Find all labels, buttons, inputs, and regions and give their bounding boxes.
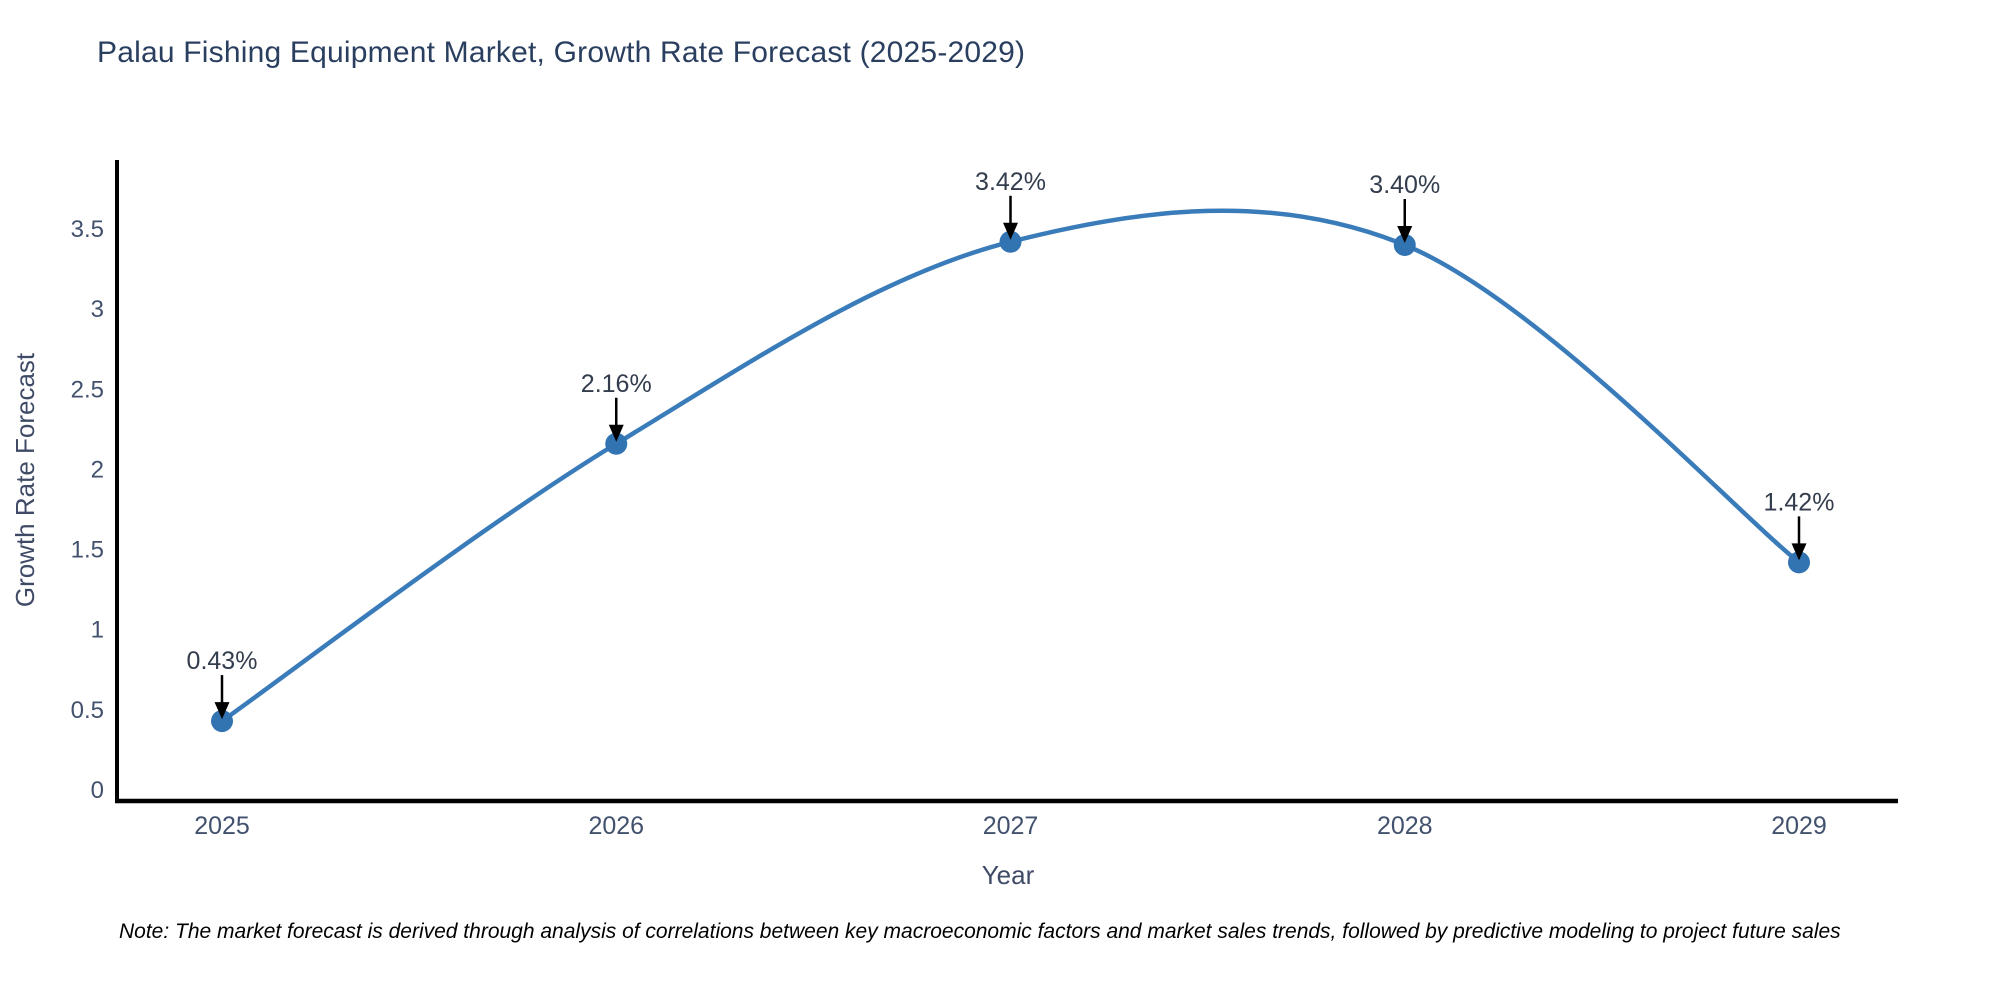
data-point-2026[interactable] [605, 432, 628, 455]
y-tick-label: 2.5 [71, 376, 104, 403]
chart-footnote: Note: The market forecast is derived thr… [119, 920, 1841, 943]
tick-labels: 0 0.5 1 1.5 2 2.5 3 3.5 2025 2026 2027 2028 2029 [71, 216, 1827, 840]
y-tick-label: 2 [91, 456, 104, 483]
point-value-label: 2.16% [581, 370, 652, 398]
axes [115, 160, 1898, 804]
y-tick-label: 0 [91, 777, 104, 804]
y-tick-label: 3 [91, 296, 104, 323]
x-tick-label: 2026 [588, 812, 644, 840]
point-value-label: 3.42% [975, 168, 1046, 196]
x-tick-label: 2025 [194, 812, 250, 840]
annotation-arrow-head [608, 424, 624, 442]
x-tick-label: 2027 [983, 812, 1039, 840]
y-tick-label: 3.5 [71, 216, 104, 243]
y-tick-label: 1.5 [71, 537, 104, 564]
annotations-layer: 0.43% 2.16% 3.42% 3.40% 1.42% [187, 168, 1835, 720]
x-tick-label: 2028 [1377, 812, 1433, 840]
x-axis-title: Year [982, 860, 1035, 890]
data-point-2028[interactable] [1393, 233, 1416, 256]
data-point-2025[interactable] [211, 710, 233, 733]
point-value-label: 3.40% [1369, 171, 1440, 199]
x-tick-label: 2029 [1771, 812, 1827, 840]
data-point-2029[interactable] [1788, 551, 1810, 574]
forecast-spline-line [219, 208, 1802, 724]
point-value-label: 1.42% [1764, 488, 1835, 516]
y-tick-label: 1 [91, 617, 104, 644]
annotation-arrow-head [214, 702, 230, 720]
series-layer [211, 208, 1810, 733]
y-axis-title: Growth Rate Forecast [10, 352, 40, 607]
point-value-label: 0.43% [187, 647, 258, 675]
chart-title: Palau Fishing Equipment Market, Growth R… [97, 36, 1026, 69]
data-point-2027[interactable] [999, 230, 1022, 253]
annotation-arrow-head [1791, 543, 1807, 561]
y-tick-label: 0.5 [71, 697, 104, 724]
annotation-arrow-head [1003, 222, 1018, 240]
annotation-arrow-head [1397, 225, 1413, 243]
